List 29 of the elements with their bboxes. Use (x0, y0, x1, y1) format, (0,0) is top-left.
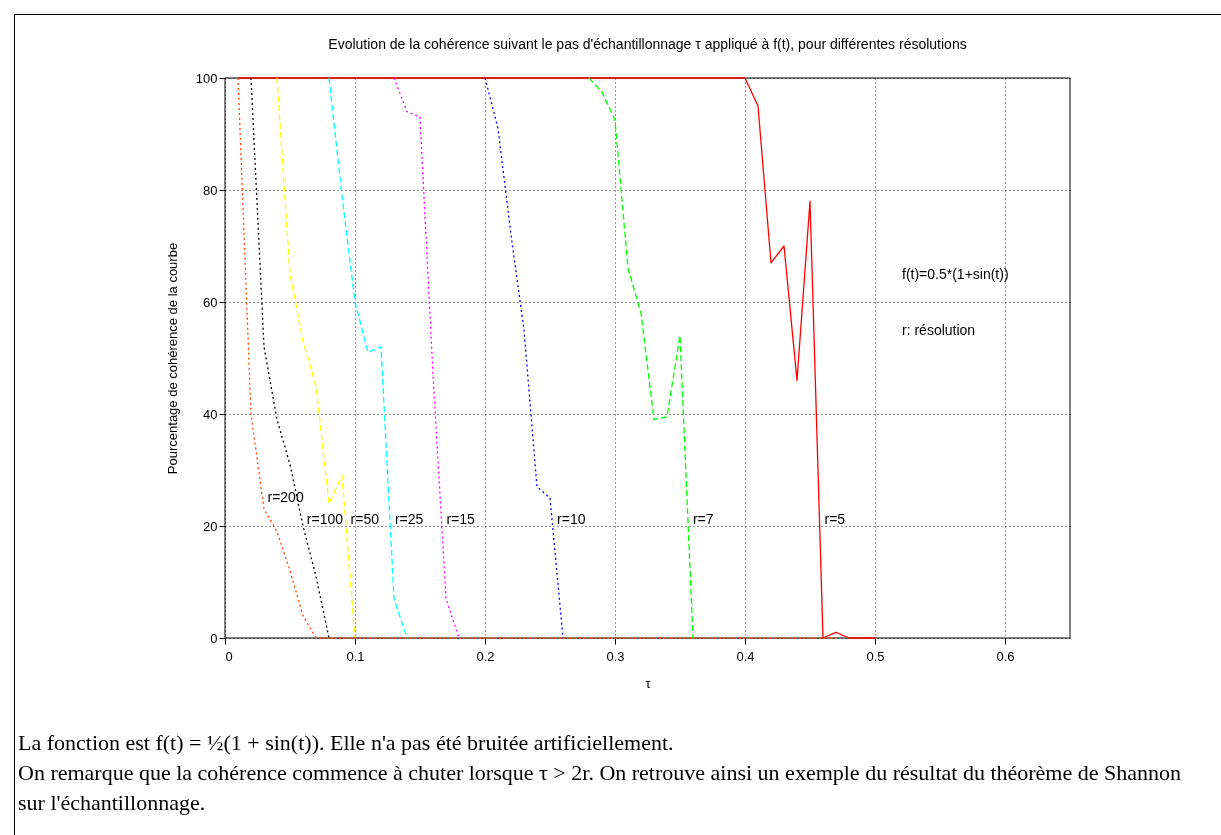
x-axis-title: τ (645, 675, 652, 691)
x-tick-label: 0.6 (996, 648, 1015, 664)
text: La fonction est f(t) = ½(1 + sin(t)). Elle n'a pas été bruitée artificiellement. (18, 729, 675, 757)
y-tick-label: 40 (203, 406, 218, 422)
y-tick-label: 100 (195, 70, 218, 86)
series-label: r=25 (394, 511, 424, 528)
x-tick-label: 0.3 (606, 648, 625, 664)
x-tick-label: 0.2 (476, 648, 495, 664)
line-series (588, 77, 694, 639)
annotation: f(t)=0.5*(1+sin(t)) (902, 266, 1009, 282)
series-label: r=100 (306, 511, 344, 528)
series-label: r=7 (692, 511, 714, 528)
series-label: r=15 (446, 511, 476, 528)
y-tick-label: 80 (203, 182, 218, 198)
x-tick-label: 0.5 (866, 648, 885, 664)
x-tick-label: 0 (225, 648, 233, 664)
series-label: r=5 (824, 511, 846, 528)
x-tick-label: 0.4 (736, 648, 755, 664)
series-label: r=50 (350, 511, 380, 528)
annotation: r: résolution (902, 322, 976, 338)
y-axis-title: Pourcentage de cohérence de la courbe (164, 242, 180, 475)
chart-title: Evolution de la cohérence suivant le pas d'échantillonnage τ appliqué à f(t), pour différentes résolutions (328, 36, 967, 52)
x-tick-label: 0.1 (346, 648, 365, 664)
y-tick-label: 60 (203, 294, 218, 310)
text: On remarque que la cohérence commence à chuter lorsque τ > 2r. On retrouve ainsi un exemple du résultat du théorème de Shannon sur l'échantillonnage. (18, 759, 1182, 817)
y-tick-label: 0 (210, 630, 218, 646)
series-label: r=200 (267, 489, 304, 505)
series-label: r=10 (557, 511, 586, 528)
y-tick-label: 20 (203, 518, 218, 534)
